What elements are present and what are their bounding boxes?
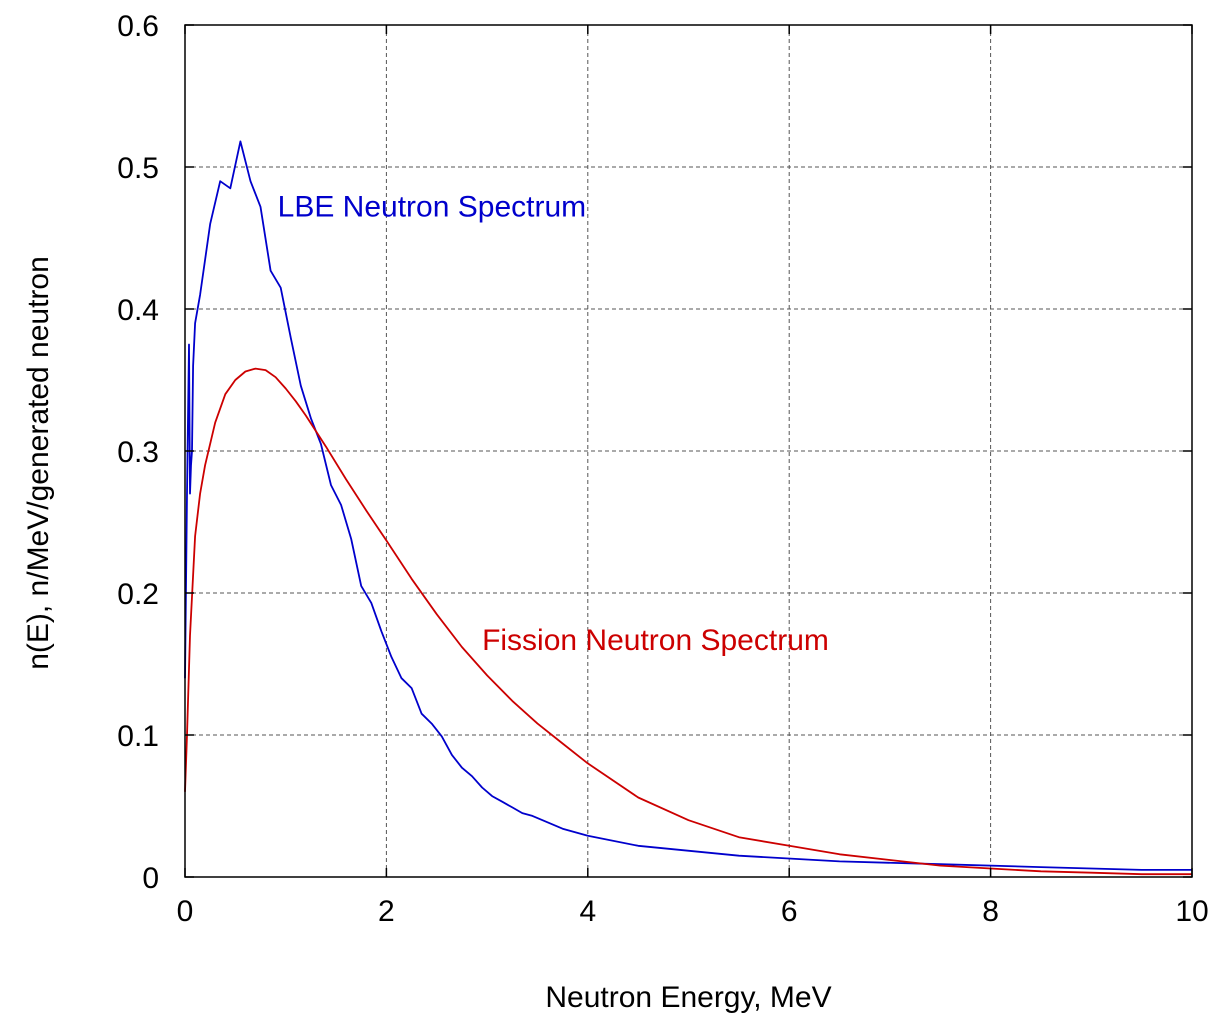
annotations: LBE Neutron Spectrum Fission Neutron Spec… (278, 191, 829, 657)
y-tick-label: 0.1 (117, 720, 159, 753)
series-annotation: Fission Neutron Spectrum (482, 624, 829, 657)
series-line-lbe (184, 140, 1192, 871)
x-tick-label: 0 (177, 895, 194, 928)
y-axis-label: n(E), n/MeV/generated neutron (22, 256, 55, 670)
x-tick-label: 10 (1175, 895, 1208, 928)
y-tick-label: 0.5 (117, 152, 159, 185)
series-annotation: LBE Neutron Spectrum (278, 191, 586, 224)
x-tick-label: 2 (378, 895, 395, 928)
y-tick-label: 0.6 (117, 10, 159, 43)
series-layer (184, 140, 1192, 876)
series-line-fission (184, 367, 1192, 876)
x-axis-label: Neutron Energy, MeV (545, 981, 831, 1014)
grid (185, 25, 1192, 877)
y-tick-label: 0.3 (117, 436, 159, 469)
y-tick-label: 0.4 (117, 294, 159, 327)
x-tick-label: 4 (579, 895, 596, 928)
y-tick-label: 0.2 (117, 578, 159, 611)
x-tick-label: 6 (781, 895, 798, 928)
y-tick-label: 0 (142, 862, 159, 895)
x-tick-label: 8 (982, 895, 999, 928)
ticks: 0 2 4 6 8 10 0 0.1 0.2 0.3 0.4 0.5 0.6 (117, 10, 1208, 928)
